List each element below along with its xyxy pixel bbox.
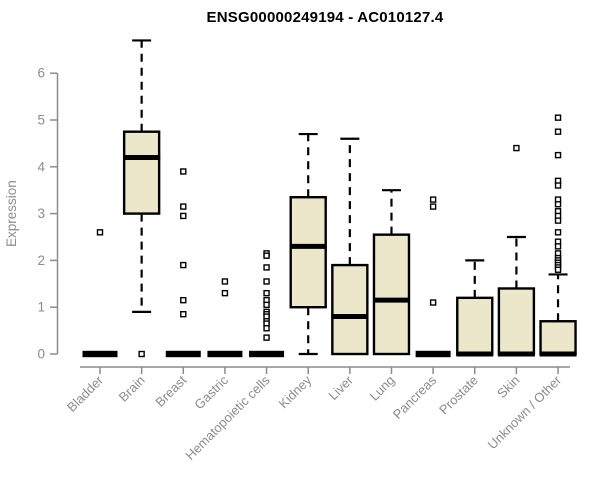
y-axis-title: Expression <box>4 180 19 247</box>
y-tick-label: 3 <box>37 206 45 221</box>
x-tick-label: Skin <box>494 373 522 401</box>
collapsed-box <box>415 350 451 358</box>
box-group-lung <box>372 189 411 356</box>
outlier-point <box>429 203 437 210</box>
box <box>122 130 161 215</box>
outlier-point <box>429 196 437 203</box>
outlier-point <box>180 212 187 220</box>
outlier-point <box>263 325 270 332</box>
outlier-point <box>180 203 187 210</box>
outlier-point <box>263 278 270 285</box>
outlier-point <box>180 168 187 175</box>
outlier-point <box>554 243 562 250</box>
collapsed-box <box>165 350 201 358</box>
box <box>289 196 327 309</box>
outlier-point <box>221 289 229 297</box>
box <box>456 296 494 356</box>
x-tick-label: Breast <box>152 372 189 409</box>
outlier-point <box>221 278 229 285</box>
outlier-point <box>554 266 562 273</box>
collapsed-box <box>249 350 285 358</box>
outlier-point <box>513 144 520 152</box>
x-tick-label: Lung <box>367 373 398 404</box>
collapsed-box <box>82 350 118 358</box>
y-tick-label: 1 <box>37 300 45 315</box>
outlier-point <box>263 301 270 309</box>
outlier-point <box>138 350 145 358</box>
x-tick-label: Pancreas <box>390 372 440 422</box>
outlier-point <box>263 289 270 297</box>
outlier-point <box>263 264 270 271</box>
box <box>539 320 577 356</box>
box <box>497 287 536 356</box>
box-group-breast <box>165 168 201 358</box>
x-tick-label: Gastric <box>191 372 231 412</box>
box-group-hematopoietic-cells <box>249 250 285 358</box>
x-tick-label: Brain <box>116 373 148 405</box>
outlier-point <box>554 201 562 208</box>
y-tick-label: 6 <box>37 66 45 81</box>
box <box>372 233 411 356</box>
outlier-point <box>554 182 562 189</box>
box-group-bladder <box>82 229 118 358</box>
box-group-liver <box>331 137 369 356</box>
box-group-unknown-other <box>539 114 577 357</box>
x-tick-label: Bladder <box>64 372 107 415</box>
box-group-pancreas <box>415 196 451 358</box>
outlier-point <box>180 311 187 318</box>
box-group-brain <box>122 39 161 358</box>
box-group-prostate <box>456 259 494 357</box>
outlier-point <box>263 252 270 259</box>
x-tick-label: Liver <box>325 372 356 403</box>
box-group-skin <box>497 144 536 357</box>
y-tick-label: 4 <box>37 159 45 174</box>
x-tick-label: Unknown / Other <box>485 372 565 452</box>
chart-title: ENSG00000249194 - AC010127.4 <box>206 9 444 26</box>
outlier-point <box>263 334 270 341</box>
y-tick-label: 0 <box>37 347 45 362</box>
box <box>331 263 369 356</box>
y-tick-label: 2 <box>37 253 45 268</box>
outlier-point <box>554 229 562 236</box>
outlier-point <box>96 229 104 236</box>
outlier-point <box>554 128 562 135</box>
y-tick-label: 5 <box>37 113 45 128</box>
collapsed-box <box>207 350 243 358</box>
outlier-point <box>429 299 437 306</box>
box-group-kidney <box>289 132 327 356</box>
outlier-point <box>180 296 187 304</box>
outlier-point <box>180 261 187 269</box>
x-tick-label: Kidney <box>276 372 315 411</box>
outlier-point <box>554 151 562 159</box>
outlier-point <box>554 114 562 121</box>
box-group-gastric <box>207 278 243 358</box>
outlier-point <box>554 217 562 224</box>
x-tick-label: Prostate <box>436 373 481 418</box>
